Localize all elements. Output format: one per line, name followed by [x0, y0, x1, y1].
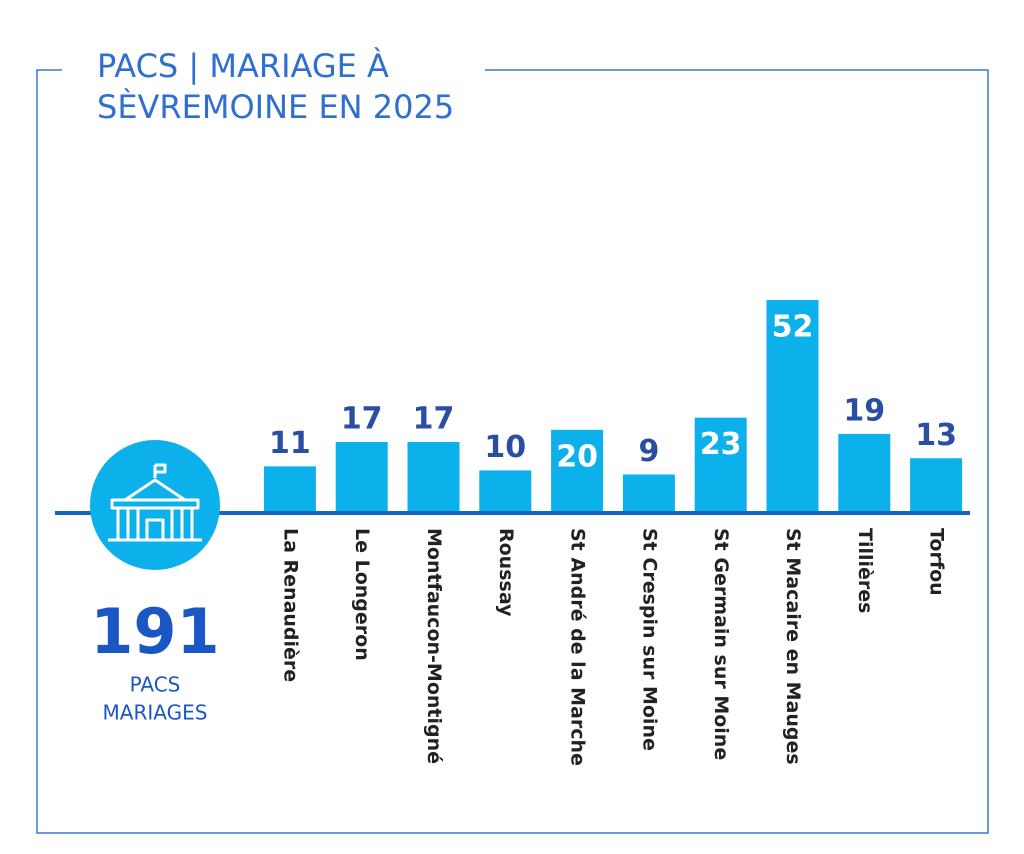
chart-title: SÈVREMOINE EN 2025: [97, 88, 454, 126]
bar: [407, 442, 460, 511]
bar: [335, 442, 388, 511]
bar: [551, 429, 604, 511]
bar: [694, 417, 747, 511]
category-label: St Germain sur Moine: [710, 528, 732, 760]
value-label: 17: [341, 402, 383, 437]
category-label: St André de la Marche: [567, 528, 589, 766]
category-label: Roussay: [495, 528, 517, 617]
category-label: La Renaudière: [279, 528, 301, 682]
category-label: St Crespin sur Moine: [638, 528, 660, 751]
total-label: PACS: [130, 673, 181, 697]
value-label: 13: [915, 418, 957, 453]
value-label: 10: [484, 430, 526, 465]
category-label: Le Longeron: [351, 528, 373, 661]
chart-title: PACS | MARIAGE À: [97, 47, 389, 85]
value-label: 9: [638, 434, 659, 469]
value-label: 19: [843, 393, 885, 428]
value-label: 17: [413, 402, 455, 437]
total-label: MARIAGES: [103, 701, 208, 725]
frame: [36, 69, 989, 834]
total-value: 191: [90, 595, 219, 668]
bar: [838, 433, 891, 511]
bar: [766, 300, 819, 511]
bar: [263, 466, 316, 511]
category-label: Tillières: [854, 528, 876, 613]
category-label: Torfou: [926, 528, 948, 596]
bar: [479, 470, 532, 511]
bar: [910, 458, 963, 511]
value-label: 52: [772, 310, 814, 345]
value-label: 23: [700, 427, 742, 462]
town-hall-icon: [90, 440, 220, 570]
category-label: St Macaire en Mauges: [782, 528, 804, 765]
value-label: 11: [269, 426, 311, 461]
bar: [622, 474, 675, 511]
value-label: 20: [556, 439, 598, 474]
category-label: Montfaucon-Montigné: [423, 528, 445, 764]
